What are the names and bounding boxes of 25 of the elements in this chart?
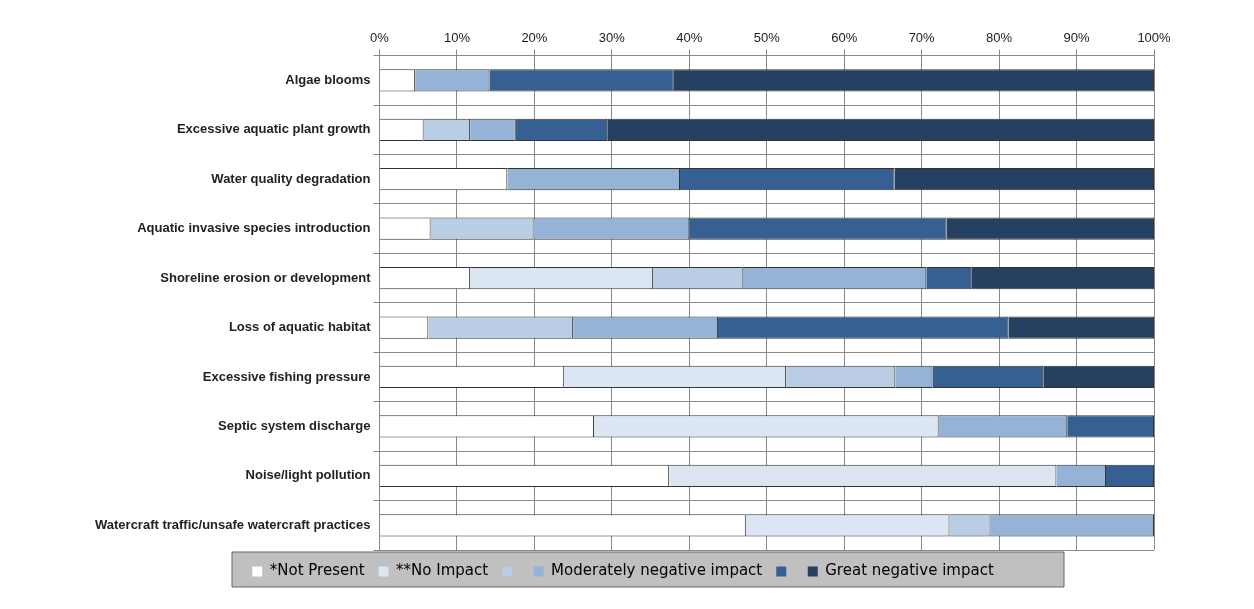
- y-tick-label: Loss of aquatic habitat: [228, 319, 372, 335]
- y-tick-label: Water quality degradation: [211, 170, 371, 186]
- legend-label: **No Impact: [396, 561, 489, 580]
- legend-label: Great negative impact: [825, 561, 994, 580]
- x-tick-label: 100%: [1137, 30, 1172, 46]
- legend-label: Moderately negative impact: [551, 561, 763, 580]
- y-tick-label: Algae blooms: [285, 71, 371, 87]
- x-tick-label: 70%: [908, 30, 936, 46]
- y-tick-label: Shoreline erosion or development: [160, 269, 372, 285]
- y-tick-label: Aquatic invasive species introduction: [137, 220, 371, 236]
- y-tick-label: Excessive aquatic plant growth: [176, 121, 371, 137]
- x-tick-label: 10%: [443, 30, 471, 46]
- x-tick-label: 50%: [753, 30, 781, 46]
- x-tick-label: 80%: [986, 30, 1013, 46]
- x-tick-label: 20%: [521, 30, 548, 46]
- x-tick-label: 0%: [370, 30, 390, 46]
- x-tick-label: 60%: [831, 30, 858, 46]
- x-tick-label: 40%: [676, 30, 703, 46]
- y-tick-label: Noise/light pollution: [245, 467, 371, 483]
- x-tick-label: 90%: [1063, 30, 1090, 46]
- legend-label: *Not Present: [269, 561, 365, 580]
- y-tick-label: Watercraft traffic/unsafe watercraft practices: [94, 516, 371, 532]
- y-tick-label: Excessive fishing pressure: [202, 368, 371, 384]
- y-tick-label: Septic system discharge: [218, 417, 371, 433]
- x-tick-label: 30%: [598, 30, 626, 46]
